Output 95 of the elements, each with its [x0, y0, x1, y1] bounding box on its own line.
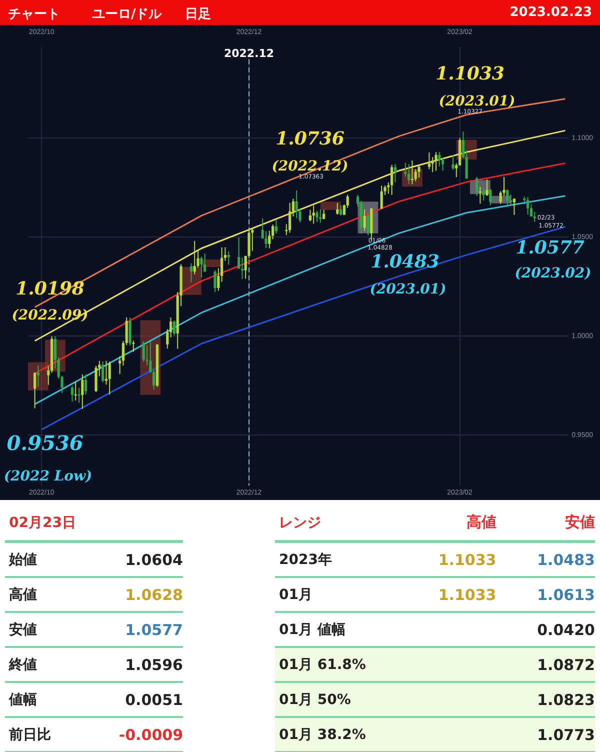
candlestick [81, 374, 84, 410]
text: 01月 50% [278, 690, 352, 708]
text: 1.0628 [124, 586, 183, 604]
annotation: 0.9536 [6, 431, 84, 456]
text: 1.0872 [536, 656, 595, 674]
candlestick [322, 209, 326, 220]
candlestick [200, 256, 203, 278]
text: 1.0577 [124, 620, 183, 638]
text: 1.0613 [536, 586, 595, 604]
candlestick [268, 230, 271, 249]
candlestick [78, 387, 80, 404]
candlestick [70, 385, 74, 402]
text: 0.0420 [536, 620, 595, 638]
text: 02月23日 [8, 514, 77, 532]
text: 終値 [8, 656, 38, 674]
chart-subtitle: ユーロ/ドル [92, 6, 162, 23]
text: 0.0051 [124, 690, 183, 708]
annotation: 1.0577 [516, 238, 585, 259]
candlestick [108, 361, 111, 396]
text: 高値 [465, 513, 496, 532]
candlestick [366, 212, 370, 236]
text: 1.0604 [124, 550, 183, 568]
bar [320, 202, 341, 210]
candlestick [84, 374, 88, 396]
candlestick [319, 208, 322, 224]
text: 1.0773 [536, 726, 595, 744]
candlestick [193, 240, 196, 275]
text: 安値 [8, 620, 38, 638]
text: 始値 [8, 550, 38, 568]
candlestick [478, 186, 482, 204]
candlestick [316, 210, 318, 222]
annotation: (2023.01) [370, 282, 446, 298]
candlestick [128, 317, 132, 346]
annotation: 1.0483 [370, 252, 440, 273]
candlestick [264, 230, 268, 249]
candlestick [526, 196, 530, 216]
text: 01月 61.8% [278, 656, 367, 674]
annotation: (2023.02) [514, 266, 592, 282]
candlestick [452, 154, 454, 170]
text: 値幅 [8, 690, 38, 708]
chart-title: チャート [8, 6, 60, 23]
text: 1.1033 [437, 586, 496, 604]
text: 2023年 [278, 550, 333, 568]
candlestick [142, 340, 145, 362]
candlestick [312, 205, 315, 224]
text: 1.1033 [437, 550, 496, 568]
candlestick [434, 152, 438, 172]
candlestick [295, 190, 298, 219]
text: 安値 [564, 513, 595, 532]
candlestick [102, 360, 104, 383]
annotation: (2022 Low) [4, 468, 92, 485]
candlestick [390, 164, 394, 196]
text: 日足 [185, 6, 211, 23]
candlestick [489, 188, 492, 206]
text: 01月 38.2% [278, 726, 367, 744]
text: 1.0596 [124, 656, 183, 674]
candlestick [363, 208, 366, 232]
ref-line-label: 2022.12 [224, 46, 274, 60]
candlestick [486, 178, 488, 196]
candlestick [190, 262, 192, 283]
candlestick [214, 270, 216, 292]
candlestick [438, 151, 441, 167]
candlestick [506, 189, 509, 207]
candlestick [240, 257, 244, 280]
candlestick [34, 372, 36, 409]
text: レンジ [278, 514, 322, 532]
candlestick [512, 198, 516, 216]
candlestick [394, 164, 396, 183]
candlestick [94, 365, 98, 392]
text: 1.0483 [536, 550, 595, 568]
text: 2023.02.23 [510, 5, 592, 20]
candlestick [74, 380, 77, 401]
text: 前日比 [8, 726, 52, 744]
text: 高値 [8, 586, 38, 604]
candlestick [482, 187, 485, 201]
candlestick [414, 168, 417, 182]
candlestick [172, 320, 176, 336]
text: -0.0009 [118, 726, 183, 744]
annotation: 1.0736 [276, 128, 345, 150]
candlestick [380, 185, 383, 210]
text: 01月 [278, 586, 314, 604]
candlestick [274, 219, 278, 234]
candlestick [533, 211, 536, 222]
candlestick [288, 202, 292, 234]
candlestick [475, 176, 478, 196]
text: 1.0823 [536, 690, 595, 708]
annotation: (2023.01) [438, 94, 516, 110]
candlestick [132, 340, 135, 352]
candlestick [428, 152, 430, 170]
candlestick [407, 164, 410, 185]
candlestick [418, 165, 420, 178]
annotation: 1.1033 [436, 64, 504, 85]
candlestick [308, 209, 312, 222]
candlestick [36, 364, 40, 388]
text: 01月 値幅 [278, 620, 346, 638]
